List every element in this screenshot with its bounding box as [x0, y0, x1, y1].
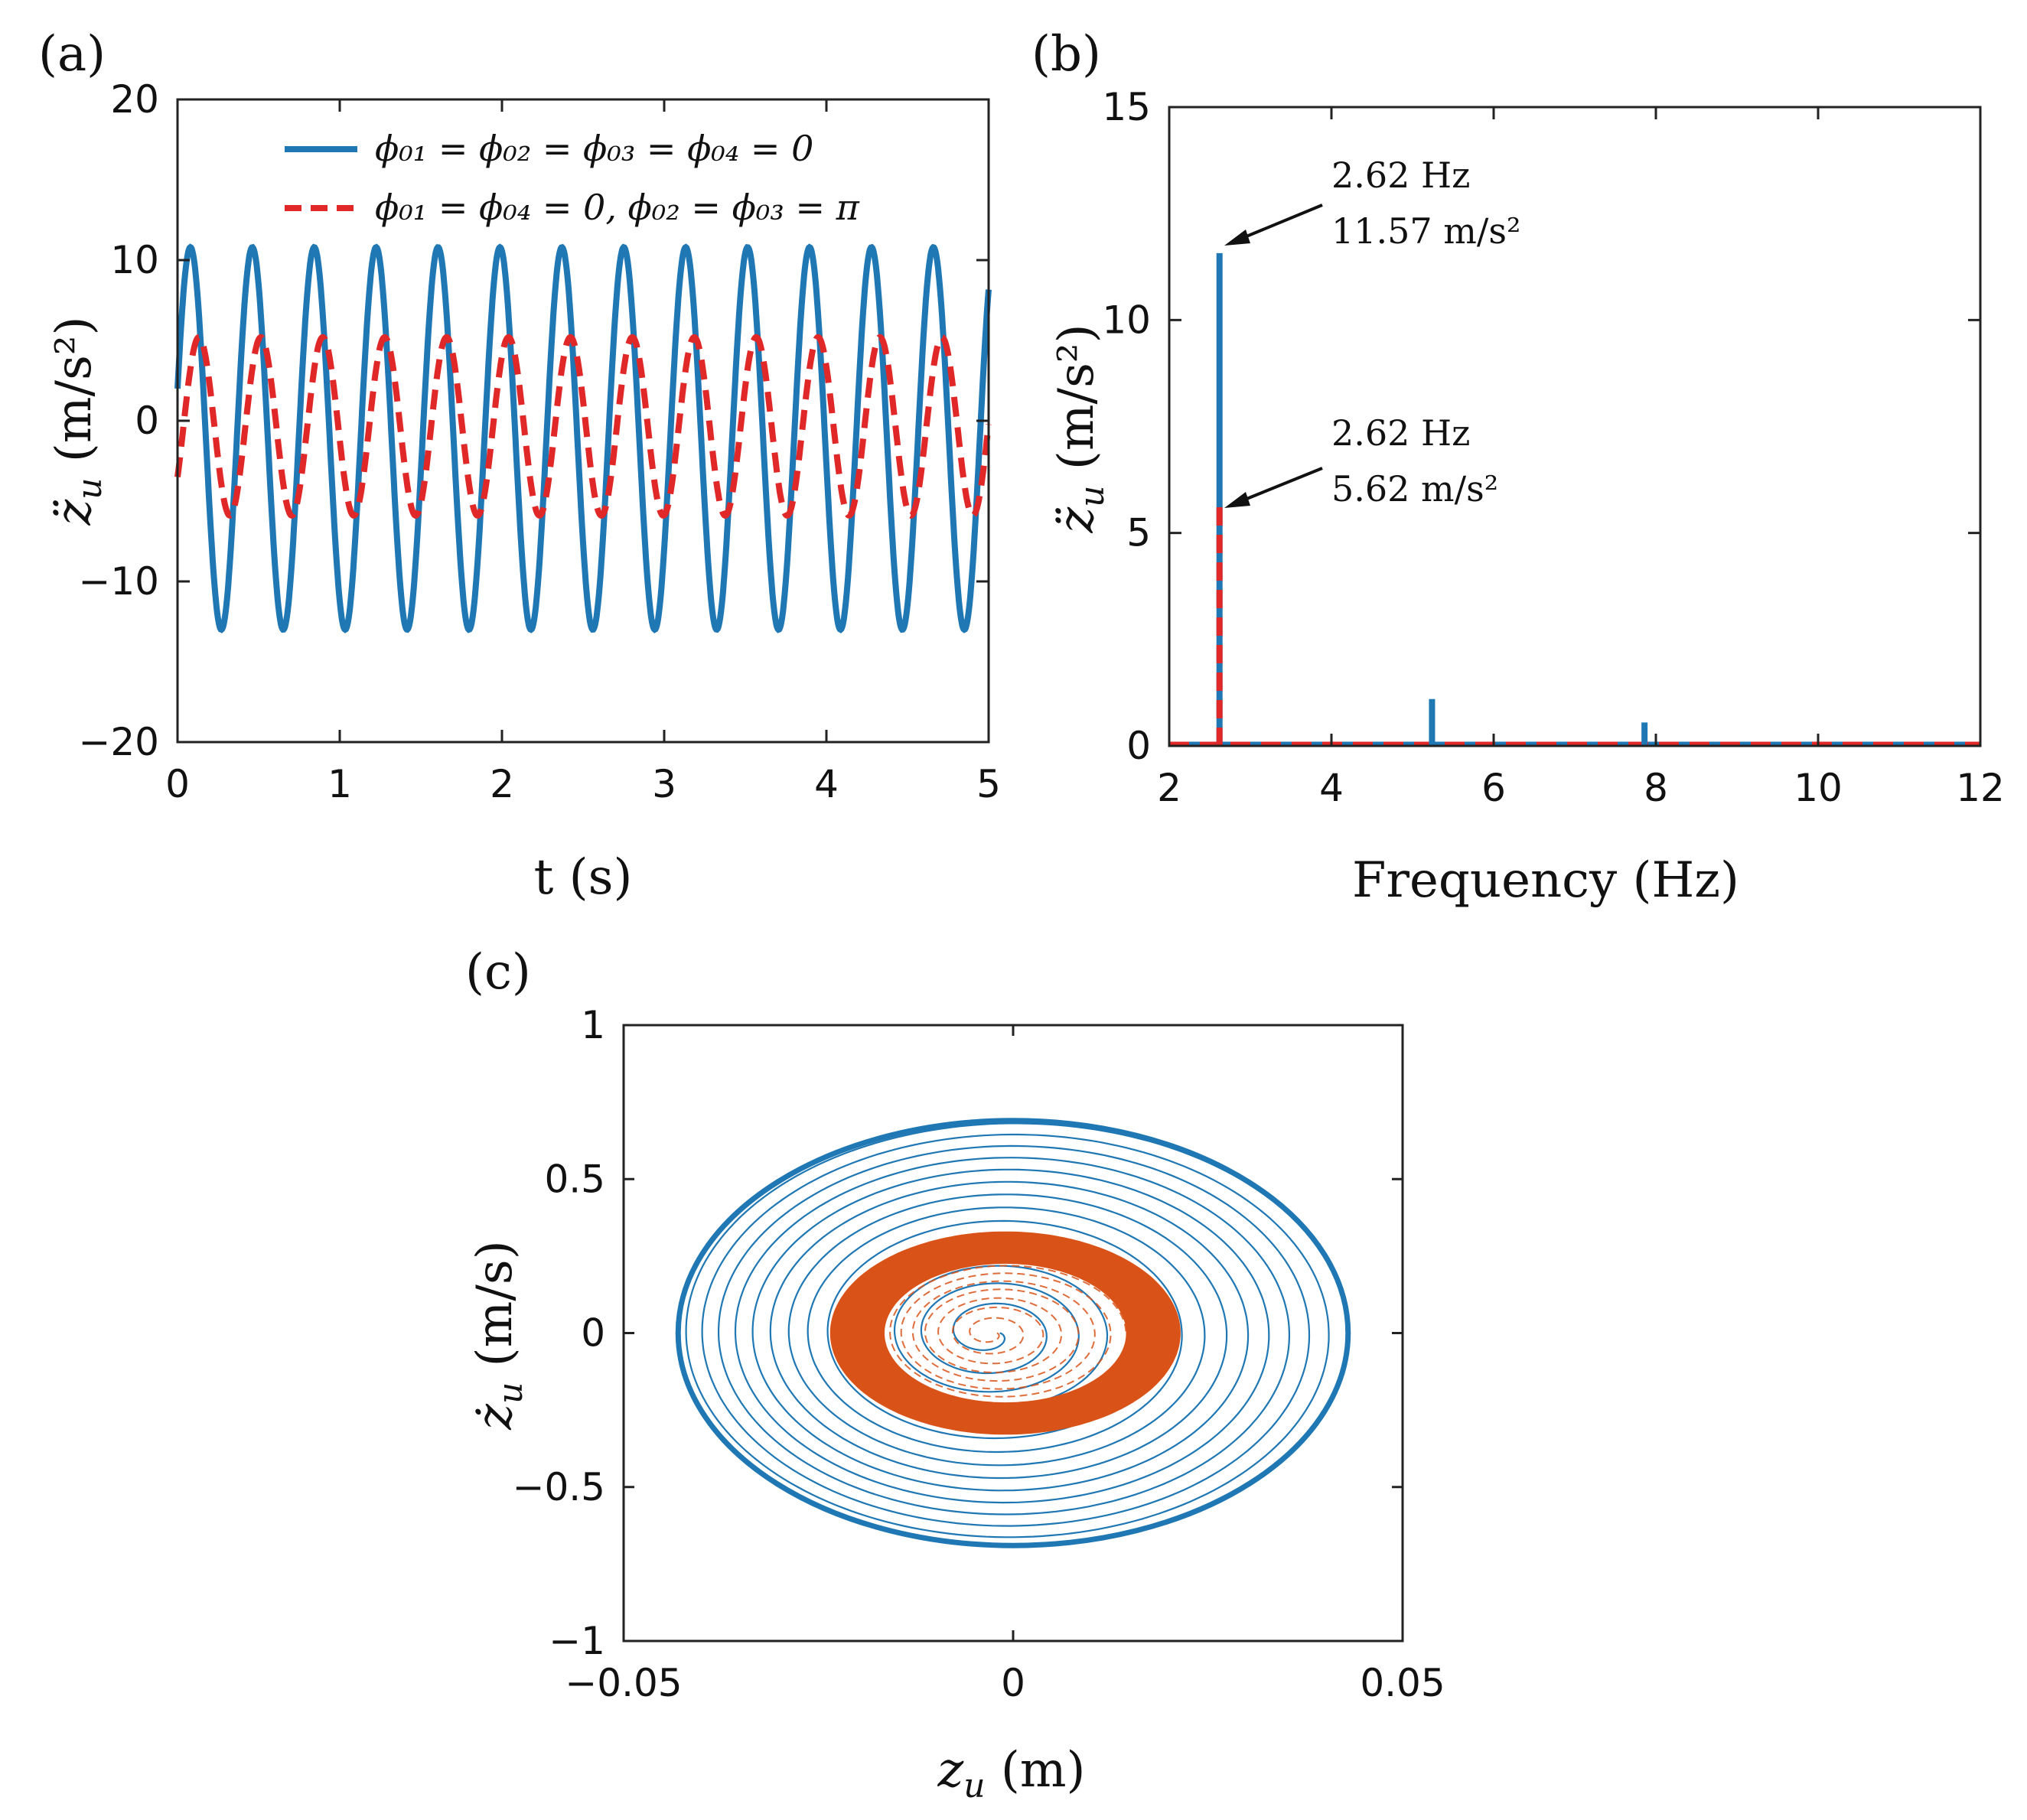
svg-text:żu (m/s): żu (m/s) — [467, 1240, 530, 1430]
y-tick-label: −20 — [78, 720, 159, 764]
svg-text:z̈u (m/s²): z̈u (m/s²) — [46, 316, 109, 526]
panel-a-legend: ϕ₀₁ = ϕ₀₂ = ϕ₀₃ = ϕ₀₄ = 0 ϕ₀₁ = ϕ₀₄ = 0,… — [285, 128, 860, 228]
x-tick-label: 2 — [490, 762, 514, 806]
panel-a-ylabel: z̈u (m/s²) — [46, 316, 109, 526]
y-tick-label: −10 — [78, 559, 159, 604]
y-tick-label: 0 — [135, 399, 159, 443]
panel-b-xlabel: Frequency (Hz) — [1352, 852, 1739, 909]
y-tick-label: 5 — [1126, 511, 1151, 555]
panel-b-axes-box — [1168, 106, 1982, 747]
series-line-in-phase — [174, 243, 992, 633]
y-tick-label: 20 — [110, 77, 159, 122]
panel-b-spectrum: (b) 2 4 6 8 10 12 0 5 10 15 2.62 Hz 11.57 m/s² 2.… — [1031, 26, 2005, 909]
panel-a-label: (a) — [38, 26, 106, 83]
y-tick-label: −0.5 — [513, 1465, 605, 1509]
y-tick-label: −1 — [549, 1619, 605, 1663]
annotation-red-arrow — [1233, 467, 1323, 506]
x-tick-label: 0 — [1001, 1661, 1025, 1705]
phase-spiral-orange — [889, 1265, 1127, 1398]
panel-a-plot-area — [174, 243, 992, 633]
x-tick-label: 5 — [976, 762, 1001, 806]
y-tick-label: 1 — [581, 1003, 605, 1047]
annotation-red-amp: 5.62 m/s² — [1331, 468, 1498, 510]
panel-b-plot-area — [1169, 252, 1980, 747]
panel-c-phase-portrait: (c) −0.05 0 0.05 −1 −0.5 0 0.5 1 zu (m) żu (m/s… — [465, 944, 1445, 1805]
panel-a-ticks: 0 1 2 3 4 5 −20 −10 0 10 20 — [78, 77, 1000, 806]
x-tick-label: 12 — [1956, 766, 2005, 810]
panel-a-xlabel: t (s) — [534, 849, 633, 906]
panel-c-axes-box — [622, 1024, 1404, 1643]
panel-b-label: (b) — [1031, 26, 1101, 83]
panel-c-ylabel: żu (m/s) — [467, 1240, 530, 1430]
x-tick-label: 4 — [814, 762, 839, 806]
legend-label-dashed: ϕ₀₁ = ϕ₀₄ = 0, ϕ₀₂ = ϕ₀₃ = π — [375, 187, 860, 228]
x-tick-label: 3 — [652, 762, 676, 806]
x-tick-label: −0.05 — [565, 1661, 682, 1705]
annotation-red-freq: 2.62 Hz — [1331, 412, 1470, 454]
annotation-blue-amp: 11.57 m/s² — [1331, 210, 1520, 252]
annotation-red-arrowhead — [1224, 492, 1250, 508]
panel-c-plot-area — [675, 1118, 1351, 1548]
annotation-blue-freq: 2.62 Hz — [1331, 155, 1470, 196]
panel-b-ylabel: z̈u (m/s²) — [1048, 324, 1112, 533]
y-tick-label: 10 — [110, 238, 159, 282]
phase-band-orange — [829, 1231, 1181, 1435]
annotation-peak-blue: 2.62 Hz 11.57 m/s² — [1224, 155, 1520, 252]
series-line-anti-phase — [174, 334, 992, 519]
svg-text:zu (m): zu (m) — [937, 1742, 1085, 1805]
x-tick-label: 0 — [165, 762, 190, 806]
x-tick-label: 4 — [1319, 766, 1344, 810]
x-tick-label: 8 — [1644, 766, 1668, 810]
svg-text:z̈u (m/s²): z̈u (m/s²) — [1048, 324, 1112, 533]
y-tick-label: 0 — [1126, 724, 1151, 768]
phase-spiral-blue — [685, 1122, 1349, 1538]
panel-c-xlabel: zu (m) — [937, 1742, 1085, 1805]
panel-c-label: (c) — [465, 944, 531, 1001]
panel-b-ticks: 2 4 6 8 10 12 0 5 10 15 — [1102, 85, 2004, 810]
y-tick-label: 10 — [1102, 298, 1151, 342]
x-tick-label: 6 — [1481, 766, 1506, 810]
annotation-blue-arrowhead — [1224, 230, 1250, 246]
x-tick-label: 0.05 — [1360, 1661, 1445, 1705]
y-tick-label: 0 — [581, 1311, 605, 1356]
annotation-blue-arrow — [1233, 203, 1323, 243]
x-tick-label: 2 — [1157, 766, 1181, 810]
y-tick-label: 0.5 — [544, 1157, 605, 1201]
limit-cycle-blue — [675, 1118, 1351, 1548]
x-tick-label: 10 — [1794, 766, 1843, 810]
legend-label-solid: ϕ₀₁ = ϕ₀₂ = ϕ₀₃ = ϕ₀₄ = 0 — [375, 128, 813, 169]
y-tick-label: 15 — [1102, 85, 1151, 129]
annotation-peak-red: 2.62 Hz 5.62 m/s² — [1224, 412, 1498, 510]
panel-c-ticks: −0.05 0 0.05 −1 −0.5 0 0.5 1 — [513, 1003, 1445, 1705]
panel-a-time-response: (a) 0 1 2 3 4 5 −20 −10 0 10 20 ϕ₀₁ = ϕ₀₂ = ϕ₀₃ = … — [38, 26, 1001, 906]
x-tick-label: 1 — [328, 762, 352, 806]
